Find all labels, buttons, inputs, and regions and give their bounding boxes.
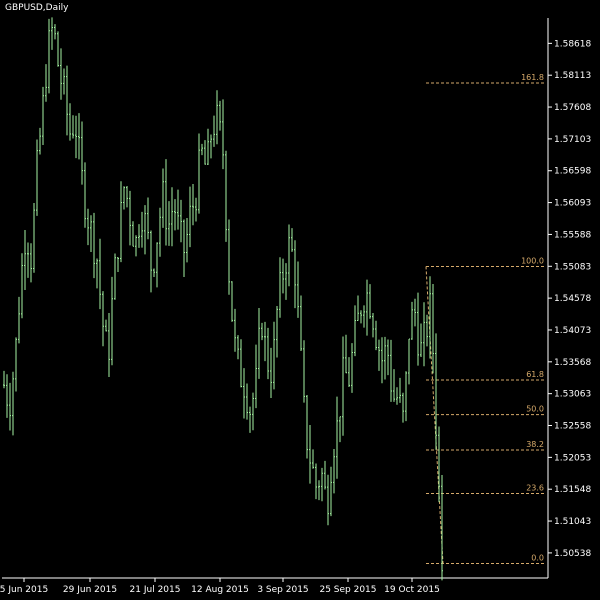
y-tick-label: 1.54578 [554,294,591,304]
x-tick-label: 25 Sep 2015 [319,585,376,595]
fib-level-label: 61.8 [526,370,544,379]
y-tick-label: 1.57103 [554,135,591,145]
fib-level-label: 50.0 [526,405,544,414]
fib-level-label: 23.6 [526,483,544,492]
fib-level-label: 100.0 [521,256,544,265]
y-tick-label: 1.56093 [554,199,591,209]
y-tick-label: 1.51548 [554,485,591,495]
y-tick-label: 1.52558 [554,422,591,432]
y-tick-label: 1.53063 [554,390,591,400]
x-tick-label: 21 Jul 2015 [130,585,181,595]
y-tick-label: 1.57608 [554,103,591,113]
x-tick-label: 29 Jun 2015 [63,585,117,595]
x-tick-label: 5 Jun 2015 [0,585,48,595]
y-tick-label: 1.58113 [554,71,591,81]
fib-level-label: 0.0 [531,553,544,562]
y-tick-label: 1.54073 [554,326,591,336]
y-tick-label: 1.50538 [554,549,591,559]
x-tick-label: 12 Aug 2015 [191,585,249,595]
y-tick-label: 1.53568 [554,358,591,368]
fib-level-label: 161.8 [521,73,544,82]
chart-title: GBPUSD,Daily [5,3,69,13]
y-tick-label: 1.56598 [554,167,591,177]
y-tick-label: 1.58618 [554,39,591,49]
y-tick-label: 1.55083 [554,262,591,272]
fib-trend-line [425,266,444,564]
x-tick-label: 3 Sep 2015 [257,585,308,595]
fib-level-label: 38.2 [526,440,544,449]
x-tick-label: 19 Oct 2015 [384,585,440,595]
y-tick-label: 1.52053 [554,453,591,463]
y-tick-label: 1.51043 [554,517,591,527]
y-tick-label: 1.55588 [554,230,591,240]
